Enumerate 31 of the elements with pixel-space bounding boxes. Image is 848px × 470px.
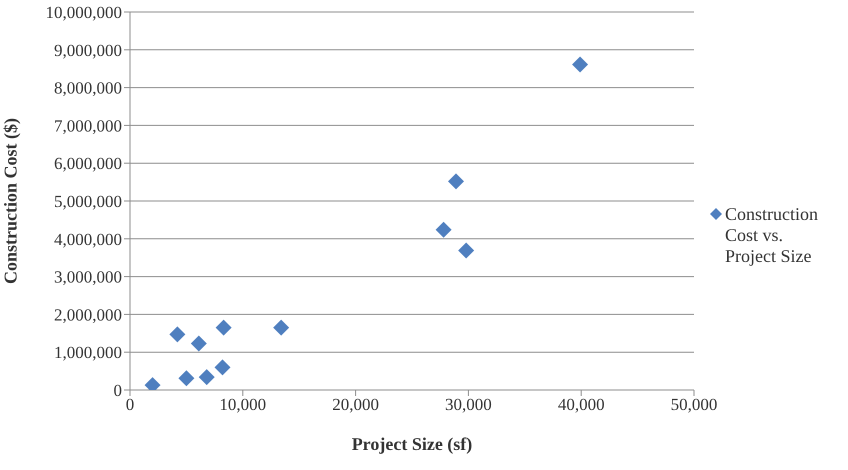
x-axis-title: Project Size (sf) xyxy=(352,434,472,454)
point xyxy=(190,336,207,352)
x-tick-label: 10,000 xyxy=(219,395,266,414)
y-tick-label: 2,000,000 xyxy=(54,305,122,324)
y-tick-label: 4,000,000 xyxy=(54,230,122,249)
x-tick-label: 0 xyxy=(126,395,134,414)
y-axis-title: Construction Cost ($) xyxy=(0,118,20,284)
y-tick-label: 5,000,000 xyxy=(54,192,122,212)
point xyxy=(214,359,230,376)
point xyxy=(448,173,464,190)
y-tick-label: 0 xyxy=(114,381,122,400)
point xyxy=(436,222,452,238)
x-tick-label: 20,000 xyxy=(332,395,379,414)
legend-label: Construction Cost vs. Project Size xyxy=(725,204,819,266)
point xyxy=(169,326,186,342)
y-tick-label: 10,000,000 xyxy=(46,3,122,22)
point xyxy=(458,242,474,259)
point xyxy=(216,320,232,336)
y-tick-label: 9,000,000 xyxy=(54,40,122,60)
y-tick-label: 6,000,000 xyxy=(54,154,122,174)
x-tick-label: 50,000 xyxy=(670,395,718,414)
y-tick-label: 3,000,000 xyxy=(54,268,122,287)
x-tick-label: 30,000 xyxy=(445,395,492,414)
point xyxy=(198,369,215,386)
point xyxy=(572,56,588,73)
y-tick-label: 8,000,000 xyxy=(54,78,122,98)
point xyxy=(178,370,194,386)
y-tick-label: 7,000,000 xyxy=(54,116,122,136)
point xyxy=(273,320,290,336)
x-tick-label: 40,000 xyxy=(558,395,605,414)
y-tick-label: 1,000,000 xyxy=(54,343,122,362)
